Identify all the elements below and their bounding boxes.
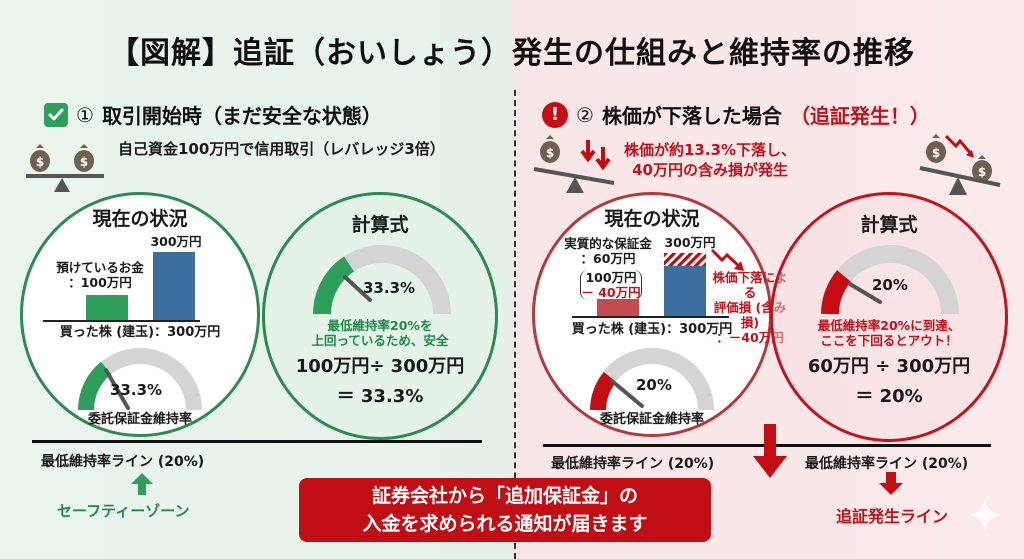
position-bar: [664, 266, 706, 316]
left-status-circle: [20, 192, 260, 437]
deposit-label: 預けているお金 ：100万円: [56, 260, 144, 290]
right-formula-circle: [770, 192, 1008, 442]
falling-scale-icon: $ $: [919, 134, 1001, 195]
margin-calc: 100万円 － 40万円: [580, 270, 642, 300]
deposit-bar: [86, 295, 128, 320]
gauge-label: 委託保証金維持率: [87, 412, 192, 427]
danger-note: 最低維持率20%に到達、 ここを下回るとアウト！: [817, 318, 961, 348]
safe-zone-label: セーフティーゾーン: [57, 502, 190, 520]
exclamation-icon: !: [542, 101, 568, 128]
drop-note: 株価が約13.3%下落し、 40万円の含み損が発生: [624, 141, 797, 179]
right-status-circle: [532, 192, 772, 437]
min-line: [32, 440, 482, 443]
section-divider: [514, 90, 516, 559]
down-arrow-icon: [753, 424, 787, 478]
bar-axis: [43, 320, 200, 322]
maintenance-gauge: [590, 348, 714, 411]
balanced-scale-icon: $ $: [26, 144, 104, 192]
maintenance-gauge: [78, 348, 202, 411]
sparkle-icon: [968, 498, 1002, 532]
svg-text:$: $: [546, 146, 554, 160]
falling-trend-arrow-icon: [710, 248, 744, 271]
formula-expression: 60万円 ÷ 300万円 ＝ 20%: [807, 356, 971, 407]
margin-bar: [597, 299, 639, 316]
right-section-heading: ! ② 株価が下落した場合 （追証発生！）: [542, 100, 930, 129]
axis-label: 買った株 (建玉)：300万円: [571, 322, 733, 337]
gauge-value: 20%: [636, 376, 672, 394]
down-arrow-icon: [879, 472, 903, 495]
gauge-value: 33.3%: [110, 381, 163, 399]
position-value: 300万円: [664, 235, 716, 250]
safe-note: 最低維持率20%を 上回っているため、安全: [311, 318, 449, 348]
up-arrow-icon: [131, 473, 153, 495]
formula-gauge-value: 33.3%: [363, 279, 416, 297]
page-title: 【図解】追証（おいしょう）発生の仕組みと維持率の推移: [109, 36, 915, 71]
section-title: 取引開始時（まだ安全な状態）: [101, 104, 382, 128]
section-alert: （追証発生！）: [789, 104, 930, 128]
svg-text:$: $: [978, 165, 986, 179]
formula-gauge-value: 20%: [872, 276, 908, 294]
tilted-scale-icon: $: [533, 135, 615, 193]
axis-label: 買った株 (建玉)：300万円: [59, 325, 221, 340]
left-formula-circle: [262, 192, 498, 440]
svg-text:$: $: [36, 155, 44, 169]
bar-axis: [572, 316, 729, 318]
formula-heading: 計算式: [860, 214, 918, 236]
min-line-label: 最低維持率ライン (20%): [805, 456, 969, 472]
margin-call-line-label: 追証発生ライン: [836, 507, 949, 526]
position-value: 300万円: [150, 234, 202, 249]
left-subtitle: 自己資金100万円で信用取引（レバレッジ3倍）: [118, 140, 445, 158]
formula-gauge: [821, 245, 959, 315]
status-heading: 現在の状況: [604, 208, 700, 230]
position-bar: [153, 252, 195, 320]
section-number: ①: [76, 102, 94, 127]
section-title: 株価が下落した場合: [601, 104, 782, 128]
min-line-label: 最低維持率ライン (20%): [41, 454, 205, 470]
formula-gauge: [313, 245, 451, 315]
check-icon: [44, 102, 68, 127]
loss-hatched-bar: [664, 253, 706, 266]
status-heading: 現在の状況: [92, 208, 188, 230]
svg-text:$: $: [80, 155, 88, 169]
margin-label: 実質的な保証金 ：60万円: [564, 236, 652, 266]
unrealized-loss-label: 株価下落による 評価損 (含み損) ：－40万円: [712, 270, 788, 345]
gauge-label: 委託保証金維持率: [599, 412, 704, 427]
section-number: ②: [576, 102, 594, 127]
left-section-heading: ① 取引開始時（まだ安全な状態）: [44, 100, 382, 129]
min-line-label: 最低維持率ライン (20%): [551, 456, 715, 472]
formula-expression: 100万円÷ 300万円 ＝ 33.3%: [295, 356, 465, 407]
margin-call-notice: 証券会社から「追加保証金」の 入金を求められる通知が届きます: [299, 478, 711, 542]
svg-text:$: $: [932, 146, 940, 160]
formula-heading: 計算式: [351, 214, 409, 236]
